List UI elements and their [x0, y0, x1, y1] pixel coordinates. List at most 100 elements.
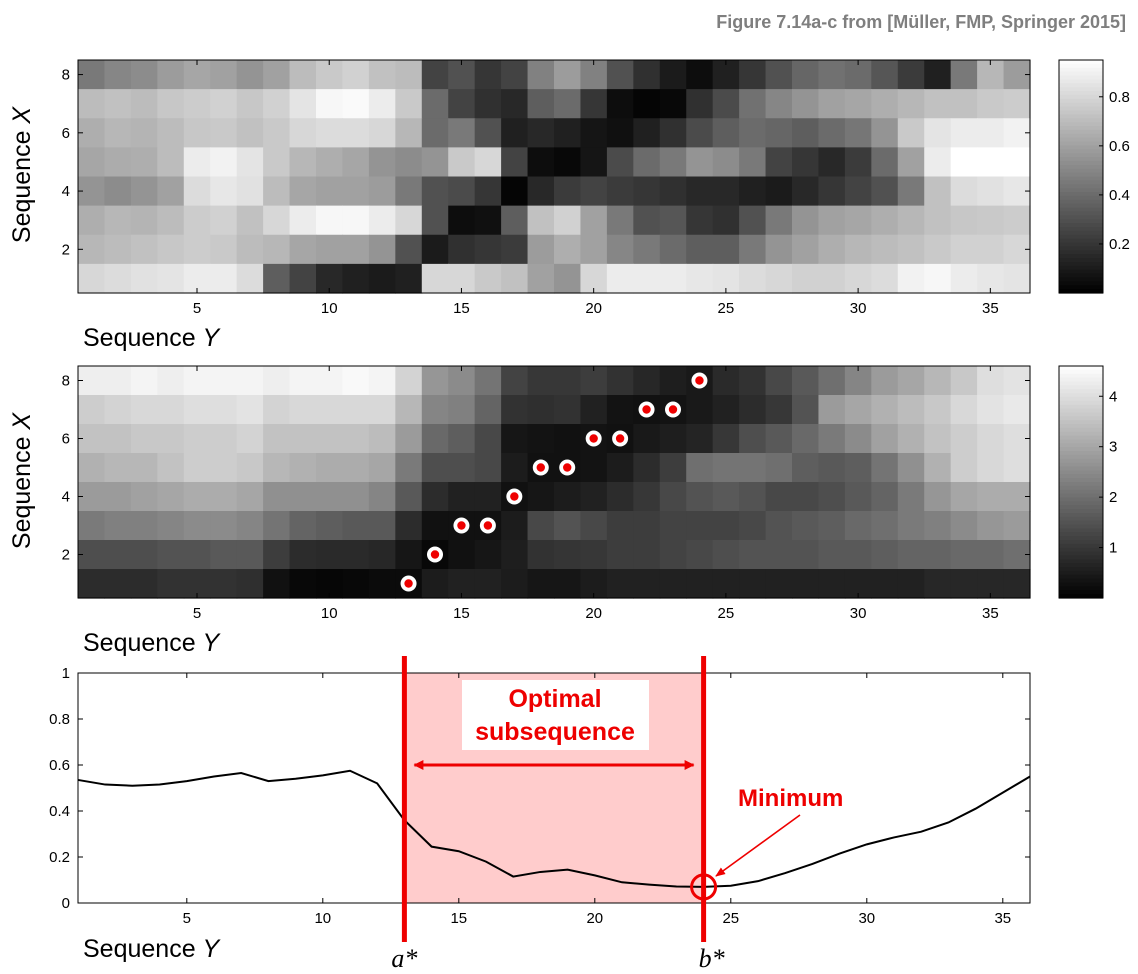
colorbar-band — [1059, 493, 1103, 499]
colorbar-band — [1059, 524, 1103, 529]
heatmap-cell — [236, 147, 264, 178]
x-tick-label: 35 — [982, 605, 999, 622]
heatmap-cell — [263, 511, 291, 541]
heatmap-cell — [316, 453, 344, 483]
colorbar-band — [1059, 474, 1103, 479]
heatmap-cell — [368, 424, 396, 454]
heatmap-cell — [501, 234, 529, 265]
heatmap-cell — [78, 569, 106, 599]
colorbar-tick-label: 3 — [1109, 439, 1117, 456]
heatmap-cell — [342, 234, 370, 265]
heatmap-cell — [289, 453, 317, 483]
heatmap-cell — [606, 569, 634, 599]
heatmap-cell — [818, 234, 846, 265]
heatmap-cell — [792, 540, 820, 570]
heatmap-cell — [554, 540, 582, 570]
warping-path-point-core — [563, 463, 572, 472]
colorbar-band — [1059, 435, 1103, 441]
heatmap-cell — [606, 511, 634, 541]
heatmap-cell — [421, 263, 449, 294]
heatmap-cell — [554, 234, 582, 265]
heatmap-cell — [633, 205, 661, 236]
heatmap-cell — [421, 205, 449, 236]
heatmap-cell — [977, 453, 1005, 483]
colorbar-band — [1059, 114, 1103, 119]
heatmap-cell — [977, 176, 1005, 207]
heatmap-cell — [580, 176, 608, 207]
colorbar-band — [1059, 83, 1103, 88]
heatmap-cell — [421, 482, 449, 512]
heatmap-cell — [368, 395, 396, 425]
heatmap-cell — [844, 540, 872, 570]
x-tick-label: 30 — [850, 300, 867, 317]
heatmap-cell — [130, 482, 158, 512]
heatmap-cell — [501, 176, 529, 207]
heatmap-cell — [130, 511, 158, 541]
heatmap-cell — [130, 424, 158, 454]
heatmap-cell — [580, 89, 608, 119]
y-tick-label: 0.6 — [49, 757, 70, 774]
heatmap-cell — [554, 569, 582, 599]
heatmap-cell — [739, 569, 767, 599]
heatmap-cell — [871, 147, 899, 178]
colorbar-band — [1059, 153, 1103, 158]
heatmap-cell — [527, 118, 555, 148]
colorbar-band — [1059, 238, 1103, 244]
heatmap-cell — [527, 511, 555, 541]
y-tick-label: 4 — [62, 489, 70, 506]
colorbar-band — [1059, 98, 1103, 104]
heatmap-cell — [633, 511, 661, 541]
heatmap-cell — [792, 569, 820, 599]
heatmap-cell — [130, 147, 158, 178]
heatmap-cell — [342, 147, 370, 178]
heatmap-cell — [818, 89, 846, 119]
colorbar-band — [1059, 133, 1103, 139]
heatmap-cell — [1003, 511, 1031, 541]
heatmap-cell — [950, 569, 978, 599]
heatmap-cell — [633, 540, 661, 570]
heatmap-cell — [263, 482, 291, 512]
heatmap-cell — [448, 395, 476, 425]
heatmap-cell — [342, 366, 370, 396]
heatmap-cell — [580, 453, 608, 483]
colorbar-band — [1059, 466, 1103, 471]
heatmap-cell — [527, 176, 555, 207]
heatmap-cell — [501, 263, 529, 294]
heatmap-cell — [977, 395, 1005, 425]
heatmap-cell — [263, 234, 291, 265]
heatmap-cell — [157, 89, 185, 119]
heatmap-cell — [606, 482, 634, 512]
heatmap-cell — [977, 511, 1005, 541]
x-tick-label: 15 — [453, 605, 470, 622]
y-tick-label: 6 — [62, 431, 70, 448]
heatmap-cell — [818, 205, 846, 236]
heatmap-cell — [236, 89, 264, 119]
heatmap-cell — [580, 482, 608, 512]
heatmap-cell — [501, 395, 529, 425]
heatmap-cell — [130, 453, 158, 483]
heatmap-cell — [950, 366, 978, 396]
colorbar-band — [1059, 126, 1103, 131]
heatmap-cell — [765, 263, 793, 294]
heatmap-cell — [844, 453, 872, 483]
heatmap-cell — [897, 147, 925, 178]
heatmap-cell — [739, 482, 767, 512]
heatmap-cell — [289, 424, 317, 454]
heatmap-cell — [210, 89, 238, 119]
heatmap-cell — [316, 424, 344, 454]
heatmap-cell — [501, 453, 529, 483]
colorbar-band — [1059, 586, 1103, 591]
heatmap-cell — [395, 60, 423, 90]
heatmap-cell — [395, 89, 423, 119]
colorbar-band — [1059, 412, 1103, 417]
colorbar-band — [1059, 71, 1103, 77]
heatmap-cell — [924, 482, 952, 512]
heatmap-cell — [871, 453, 899, 483]
heatmap-cell — [342, 511, 370, 541]
heatmap-cell — [104, 453, 132, 483]
heatmap-cell — [157, 263, 185, 294]
colorbar-band — [1059, 443, 1103, 448]
hm2-xlabel: Sequence Y — [83, 629, 222, 657]
heatmap-cell — [950, 395, 978, 425]
